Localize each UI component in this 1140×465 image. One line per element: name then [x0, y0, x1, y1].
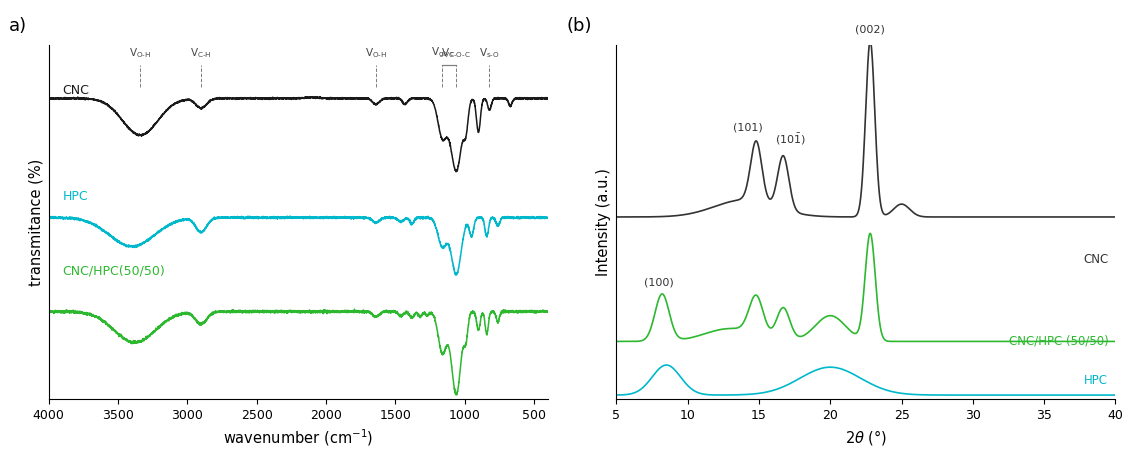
Text: CNC/HPC(50/50): CNC/HPC(50/50) [63, 264, 165, 277]
Text: HPC: HPC [1084, 373, 1108, 386]
Text: HPC: HPC [63, 190, 88, 203]
Text: CNC: CNC [1083, 253, 1108, 266]
Text: (b): (b) [567, 17, 592, 35]
Text: $\mathrm{V_{glyc}}$: $\mathrm{V_{glyc}}$ [431, 46, 454, 60]
Text: $\mathrm{V_{O\text{-}H}}$: $\mathrm{V_{O\text{-}H}}$ [129, 46, 152, 60]
Text: (002): (002) [855, 25, 885, 34]
X-axis label: 2$\theta$ (°): 2$\theta$ (°) [845, 428, 887, 447]
Text: (10$\bar{1}$): (10$\bar{1}$) [775, 132, 806, 147]
Text: $\mathrm{V_{s\text{-}O}}$: $\mathrm{V_{s\text{-}O}}$ [479, 46, 500, 60]
Text: $\mathrm{V_{O\text{-}H}}$: $\mathrm{V_{O\text{-}H}}$ [365, 46, 386, 60]
Text: $\mathrm{V_{C\text{-}O\text{-}C}}$: $\mathrm{V_{C\text{-}O\text{-}C}}$ [441, 46, 471, 60]
Text: CNC/HPC (50/50): CNC/HPC (50/50) [1009, 335, 1108, 348]
Text: (101): (101) [733, 122, 763, 133]
Text: (100): (100) [644, 278, 674, 287]
Text: $\mathrm{V_{C\text{-}H}}$: $\mathrm{V_{C\text{-}H}}$ [190, 46, 212, 60]
Y-axis label: Intensity (a.u.): Intensity (a.u.) [596, 168, 611, 276]
X-axis label: wavenumber (cm$^{-1}$): wavenumber (cm$^{-1}$) [223, 428, 374, 448]
Text: CNC: CNC [63, 84, 90, 97]
Y-axis label: transmitance (%): transmitance (%) [28, 159, 43, 286]
Text: a): a) [9, 17, 27, 35]
